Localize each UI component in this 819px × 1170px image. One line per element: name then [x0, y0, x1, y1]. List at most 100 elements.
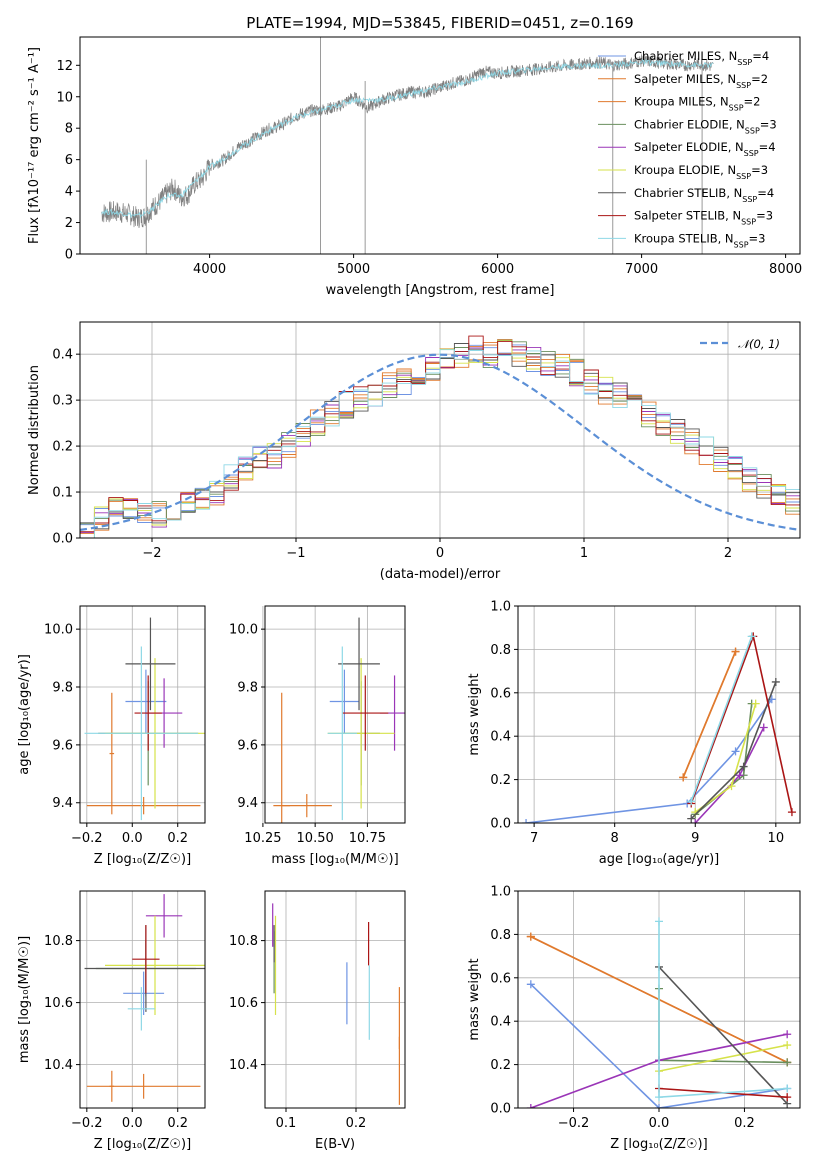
- errorbar-point: [109, 692, 115, 815]
- x-tick-label: 2: [724, 546, 732, 561]
- weight-line: [526, 698, 773, 823]
- x-tick-label: −1: [286, 546, 305, 561]
- weight-marker: [522, 819, 531, 823]
- chart-mass-vs-ebv: 0.1 0.2 10.4 10.6 10.8 E(B-V): [229, 890, 406, 1152]
- legend-label: Kroupa STELIB, NSSP=3: [634, 231, 765, 249]
- axes-frame: [79, 890, 206, 1109]
- y-tick-label: 10: [56, 90, 73, 105]
- y-tick-label: 0.4: [490, 1015, 511, 1030]
- weight-marker: [783, 1030, 792, 1039]
- legend-label: Chabrier STELIB, NSSP=4: [634, 186, 774, 204]
- x-tick-label: 8000: [769, 262, 802, 277]
- y-tick-label: 10.0: [44, 623, 73, 638]
- axes-frame: [264, 890, 406, 1109]
- weight-marker: [787, 808, 796, 817]
- weight-marker: [687, 814, 696, 823]
- x-tick-label: 10.25: [244, 831, 281, 846]
- y-tick-label: 0: [65, 248, 73, 263]
- plot-area: [272, 903, 400, 1105]
- errorbar-point: [109, 1070, 115, 1102]
- errorbar-point: [84, 646, 199, 821]
- weight-marker: [783, 1084, 792, 1093]
- x-axis-label: age [log₁₀(age/yr)]: [599, 852, 720, 867]
- weight-marker: [771, 677, 780, 686]
- y-tick-label: 0.1: [52, 486, 73, 501]
- series-line: [101, 54, 714, 229]
- x-tick-label: 8: [611, 831, 619, 846]
- y-tick-label: 0.3: [52, 394, 73, 409]
- weight-marker: [747, 632, 756, 641]
- x-axis-label: wavelength [Angstrom, rest frame]: [326, 283, 555, 298]
- errorbar-point: [105, 915, 205, 1015]
- x-tick-label: 1: [580, 546, 588, 561]
- y-tick-label: 1.0: [490, 600, 511, 615]
- x-tick-label: 10.50: [297, 831, 334, 846]
- weight-marker: [727, 782, 736, 791]
- y-tick-label: 0.8: [490, 928, 511, 943]
- gaussian-curve: [80, 353, 800, 531]
- weight-marker: [783, 1058, 792, 1067]
- errorbar-point: [86, 1073, 201, 1099]
- chart-residuals: 𝒩(0, 1) −2 −1 0 1 2 0.0 0.1 0.2 0.3 0.4 (data-model…: [27, 321, 801, 582]
- x-axis-label: Z [log₁₀(Z/Z☉)]: [94, 852, 191, 867]
- y-tick-label: 9.4: [52, 796, 73, 811]
- legend-label: Salpeter MILES, NSSP=2: [634, 72, 768, 90]
- errorbar-point: [134, 675, 162, 751]
- y-tick-label: 0.6: [490, 971, 511, 986]
- errorbar-point: [338, 617, 380, 711]
- y-tick-label: 9.6: [52, 738, 73, 753]
- weight-marker: [655, 917, 663, 926]
- weight-line: [690, 636, 753, 802]
- weight-marker: [655, 1093, 663, 1102]
- y-tick-label: 10.4: [229, 1058, 258, 1073]
- weight-marker: [687, 797, 696, 806]
- y-axis-label: mass [log₁₀(M/M☉)]: [17, 936, 32, 1063]
- errorbar-point: [342, 675, 389, 751]
- weight-marker: [526, 980, 535, 989]
- weight-marker: [739, 762, 748, 771]
- legend: Chabrier MILES, NSSP=4 Salpeter MILES, NS…: [598, 49, 777, 249]
- legend-label: Salpeter STELIB, NSSP=3: [634, 209, 773, 227]
- histogram-step: [80, 339, 800, 535]
- errorbar-point: [123, 971, 165, 1015]
- plot-area: [80, 335, 800, 538]
- legend-label: Kroupa ELODIE, NSSP=3: [634, 163, 768, 181]
- weight-line: [694, 703, 753, 815]
- weight-marker: [751, 699, 760, 708]
- x-tick-label: 0.1: [276, 1116, 297, 1131]
- y-tick-label: 0.0: [490, 1102, 511, 1117]
- y-tick-label: 10.0: [229, 623, 258, 638]
- x-tick-label: −0.2: [71, 1116, 103, 1131]
- errorbar-point: [132, 925, 160, 994]
- weight-marker: [655, 1104, 663, 1108]
- y-axis-label: mass weight: [467, 673, 482, 755]
- weight-line: [658, 966, 788, 1105]
- y-tick-label: 0.6: [490, 686, 511, 701]
- y-tick-label: 10.6: [229, 996, 258, 1011]
- x-tick-label: −0.2: [71, 831, 103, 846]
- y-tick-label: 2: [65, 216, 73, 231]
- chart-mass-weight-vs-age: 7 8 9 10 0.0 0.2 0.4 0.6 0.8 1.0 age [log₁₀(age/yr…: [467, 600, 801, 867]
- x-tick-label: 10: [768, 831, 785, 846]
- chart-mass-vs-Z: −0.2 0.0 0.2 10.4 10.6 10.8 Z [log₁₀(Z/Z☉)] mas…: [17, 890, 206, 1152]
- y-tick-label: 0.4: [52, 348, 73, 363]
- x-tick-label: −0.2: [558, 1116, 590, 1131]
- x-tick-label: 0.2: [167, 1116, 188, 1131]
- weight-marker: [783, 1093, 792, 1102]
- x-tick-label: −2: [142, 546, 161, 561]
- weight-marker: [526, 932, 535, 941]
- y-tick-label: 0.2: [490, 773, 511, 788]
- x-tick-label: 0.0: [649, 1116, 670, 1131]
- histogram-step: [80, 349, 800, 538]
- y-tick-label: 9.8: [52, 681, 73, 696]
- axes-frame: [79, 36, 801, 255]
- y-tick-label: 0.0: [52, 532, 73, 547]
- y-tick-label: 0.2: [490, 1058, 511, 1073]
- plot-area: [84, 894, 205, 1102]
- plot-area: [522, 632, 796, 823]
- plot-area: [273, 617, 405, 823]
- x-tick-label: 0.0: [122, 831, 143, 846]
- y-tick-label: 0.2: [52, 440, 73, 455]
- y-tick-label: 10.8: [229, 934, 258, 949]
